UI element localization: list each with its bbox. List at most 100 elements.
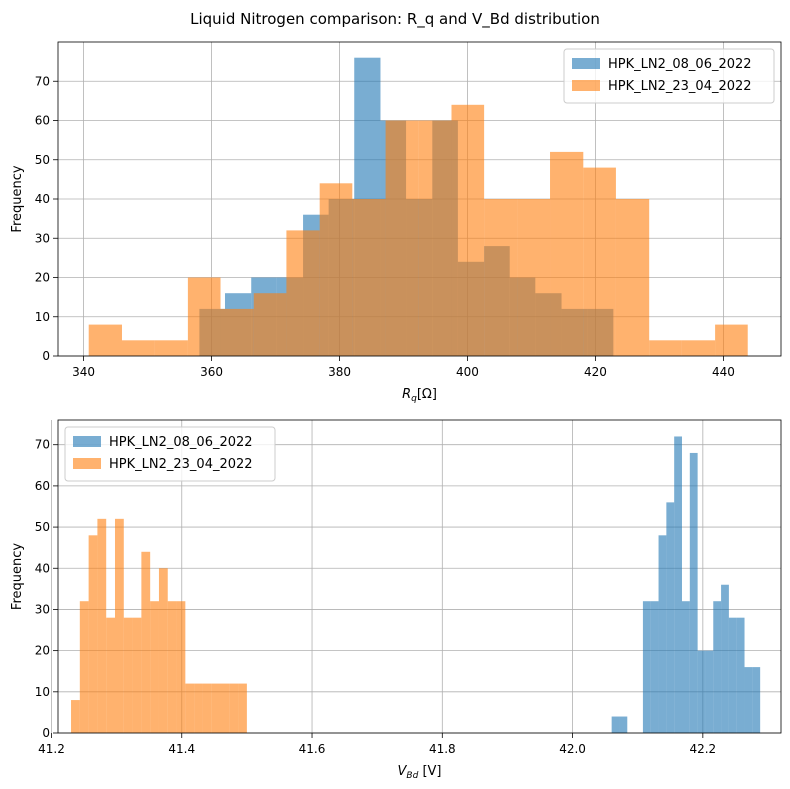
histogram-bar [319, 183, 353, 356]
histogram-bar [114, 518, 124, 733]
y-tick-label: 40 [35, 561, 50, 575]
histogram-bar [385, 120, 419, 356]
x-axis-label: Rq[Ω] [402, 387, 437, 404]
histogram-bar [202, 683, 212, 733]
histogram-bar [666, 502, 675, 733]
vbd-histogram-axes: 41.2 41.4 41.6 41.8 42.0 42.2 0 10 20 30 40 50 60 70 V… [10, 419, 782, 781]
histogram-bar [721, 584, 729, 733]
x-tick-label: 380 [328, 365, 351, 379]
histogram-bar [238, 683, 247, 733]
histogram-bar [681, 601, 690, 733]
histogram-bar [253, 293, 287, 356]
histogram-bar [611, 716, 620, 733]
histogram-bar [715, 324, 748, 356]
series-1-bars [611, 436, 761, 733]
histogram-bar [517, 199, 551, 356]
x-tick-label: 42.2 [689, 742, 716, 756]
histogram-bar [141, 551, 151, 733]
y-tick-label: 10 [35, 310, 50, 324]
histogram-bar [649, 340, 682, 356]
histogram-bar [220, 308, 254, 356]
x-axis-label: VBd [V] [398, 764, 442, 781]
histogram-bar [187, 277, 221, 356]
x-tick-label: 41.8 [429, 742, 456, 756]
histogram-bar [658, 535, 667, 733]
histogram-bar [121, 340, 155, 356]
x-tick-label: 420 [584, 365, 607, 379]
legend-label: HPK_LN2_23_04_2022 [109, 457, 253, 472]
y-tick-label: 70 [35, 438, 50, 452]
histogram-bar [154, 340, 188, 356]
histogram-bar [752, 667, 761, 733]
histogram-bar [728, 617, 737, 733]
y-tick-label: 20 [35, 271, 50, 285]
histogram-bar [484, 199, 518, 356]
histogram-bar [97, 518, 107, 733]
legend: HPK_LN2_08_06_2022 HPK_LN2_23_04_2022 [64, 426, 276, 482]
x-axis-label-symbol: V [398, 764, 408, 779]
figure-title: Liquid Nitrogen comparison: R_q and V_Bd… [190, 10, 600, 29]
histogram-bar [583, 167, 616, 356]
x-axis-label-symbol: R [402, 387, 411, 402]
legend-swatch [73, 458, 101, 469]
legend-swatch [73, 436, 101, 447]
y-tick-label: 50 [35, 153, 50, 167]
histogram-bar [418, 120, 452, 356]
legend-label: HPK_LN2_08_06_2022 [608, 57, 752, 72]
histogram-bar [158, 568, 168, 733]
legend: HPK_LN2_08_06_2022 HPK_LN2_23_04_2022 [563, 48, 775, 104]
legend-label: HPK_LN2_23_04_2022 [608, 79, 752, 94]
y-axis-label: Frequency [10, 543, 25, 610]
histogram-bar [71, 700, 80, 733]
histogram-bar [150, 601, 159, 733]
x-axis-label-subscript: Bd [406, 771, 418, 781]
rq-histogram-axes: 340 360 380 400 420 440 0 10 20 30 40 50 60 70 Rq[Ω] Fr… [10, 41, 782, 404]
histogram-bar [167, 601, 177, 733]
histogram-bar [88, 535, 98, 733]
y-tick-label: 70 [35, 74, 50, 88]
histogram-bar [123, 617, 133, 733]
histogram-bar [286, 230, 320, 356]
histogram-bar [229, 683, 239, 733]
histogram-bar [736, 617, 745, 733]
y-tick-label: 30 [35, 602, 50, 616]
histogram-bar [744, 667, 753, 733]
y-tick-label: 60 [35, 114, 50, 128]
x-tick-label: 41.6 [299, 742, 326, 756]
histogram-bar [132, 617, 142, 733]
histogram-bar [176, 601, 186, 733]
x-tick-label: 41.4 [168, 742, 195, 756]
histogram-bar [185, 683, 195, 733]
histogram-bar [650, 601, 659, 733]
histogram-bar [106, 617, 115, 733]
x-tick-label: 440 [712, 365, 735, 379]
y-tick-label: 20 [35, 644, 50, 658]
histogram-bar [88, 324, 122, 356]
histogram-bar [697, 650, 706, 733]
histogram-bar [194, 683, 203, 733]
histogram-bar [79, 601, 89, 733]
histogram-bar [211, 683, 221, 733]
y-tick-label: 40 [35, 192, 50, 206]
histogram-bar [619, 716, 628, 733]
x-tick-label: 41.2 [38, 742, 65, 756]
histogram-bar [615, 199, 650, 356]
legend-box [64, 426, 276, 482]
x-tick-label: 340 [72, 365, 95, 379]
x-tick-label: 360 [200, 365, 223, 379]
histogram-bar [713, 601, 722, 733]
series-2-bars [71, 518, 247, 733]
histogram-bar [642, 601, 651, 733]
histogram-bar [681, 340, 716, 356]
axes-frame [57, 419, 782, 734]
y-tick-label: 0 [42, 349, 50, 363]
y-tick-label: 30 [35, 231, 50, 245]
y-axis-label: Frequency [10, 165, 25, 232]
y-tick-label: 0 [42, 726, 50, 740]
histogram-bar [674, 436, 682, 733]
x-tick-label: 42.0 [559, 742, 586, 756]
y-tick-label: 10 [35, 685, 50, 699]
legend-swatch [572, 80, 600, 91]
legend-label: HPK_LN2_08_06_2022 [109, 435, 253, 450]
